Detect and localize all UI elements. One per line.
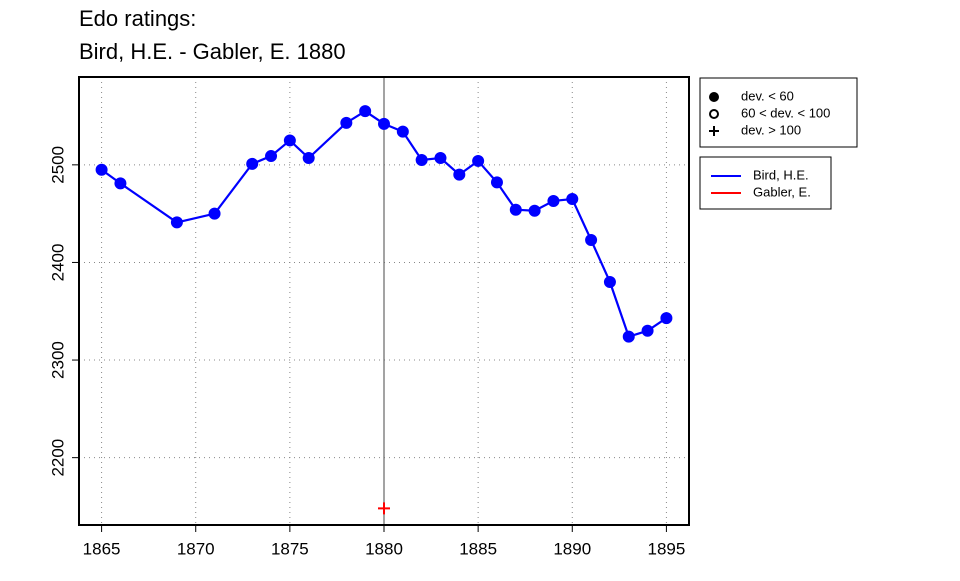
marker bbox=[283, 134, 296, 147]
x-tick-label: 1865 bbox=[83, 539, 121, 558]
x-tick-label: 1870 bbox=[177, 539, 215, 558]
legend-label: Bird, H.E. bbox=[753, 167, 809, 182]
marker bbox=[547, 194, 560, 207]
x-tick-label: 1880 bbox=[365, 539, 403, 558]
y-tick-label: 2400 bbox=[48, 244, 67, 282]
marker bbox=[246, 157, 259, 170]
chart-title: Edo ratings: bbox=[79, 6, 196, 31]
x-tick-label: 1895 bbox=[647, 539, 685, 558]
marker bbox=[359, 105, 372, 118]
marker bbox=[585, 233, 598, 246]
marker bbox=[490, 176, 503, 189]
marker bbox=[709, 126, 719, 136]
marker bbox=[709, 92, 719, 102]
marker bbox=[641, 324, 654, 337]
marker bbox=[709, 109, 719, 119]
marker bbox=[660, 312, 673, 325]
y-tick-label: 2500 bbox=[48, 146, 67, 184]
marker bbox=[340, 116, 353, 129]
legend-box bbox=[699, 156, 832, 210]
marker bbox=[622, 330, 635, 343]
marker bbox=[265, 150, 278, 163]
legend-label: dev. < 60 bbox=[741, 88, 794, 103]
y-tick-label: 2300 bbox=[48, 341, 67, 379]
marker bbox=[434, 152, 447, 165]
marker bbox=[415, 153, 428, 166]
marker bbox=[170, 216, 183, 229]
marker bbox=[509, 203, 522, 216]
legend-box bbox=[699, 77, 858, 148]
chart-title: Bird, H.E. - Gabler, E. 1880 bbox=[79, 39, 346, 64]
marker bbox=[378, 502, 390, 515]
marker bbox=[566, 193, 579, 206]
marker bbox=[208, 207, 221, 220]
x-tick-label: 1875 bbox=[271, 539, 309, 558]
marker bbox=[603, 275, 616, 288]
legend-label: Gabler, E. bbox=[753, 184, 811, 199]
y-tick-label: 2200 bbox=[48, 439, 67, 477]
plot-frame bbox=[78, 76, 690, 526]
marker bbox=[302, 152, 315, 165]
marker bbox=[453, 168, 466, 181]
legend-label: 60 < dev. < 100 bbox=[741, 105, 830, 120]
x-tick-label: 1890 bbox=[553, 539, 591, 558]
marker bbox=[472, 154, 485, 167]
x-tick-label: 1885 bbox=[459, 539, 497, 558]
marker bbox=[114, 177, 127, 190]
marker bbox=[396, 125, 409, 138]
legend-label: dev. > 100 bbox=[741, 122, 801, 137]
marker bbox=[378, 117, 390, 130]
marker bbox=[95, 163, 108, 176]
marker bbox=[528, 204, 541, 217]
